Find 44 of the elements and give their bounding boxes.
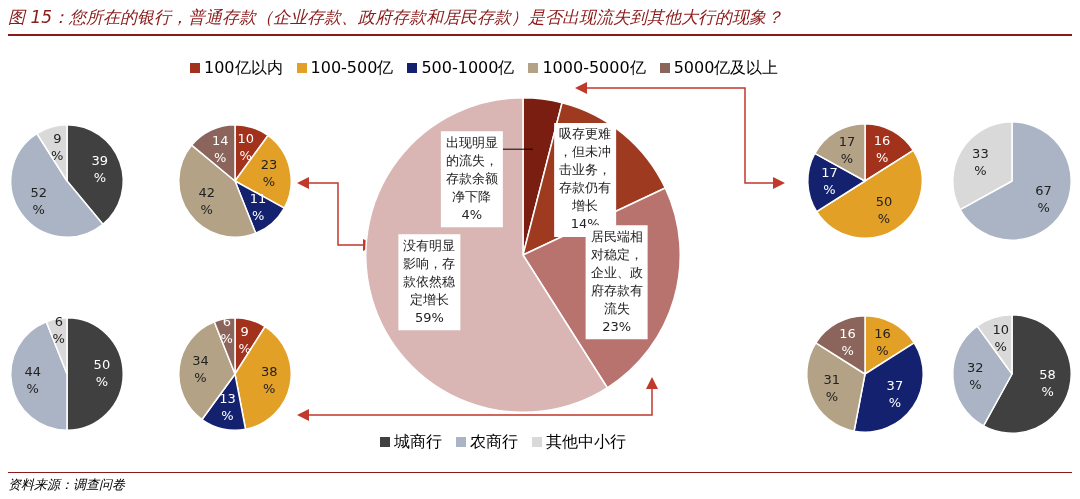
slice-label: 居民端相对稳定，企业、政府存款有流失 <box>590 228 643 316</box>
data-label: 38% <box>260 363 278 396</box>
slice-label: 吸存更难，但未冲击业务，存款仍有增长 <box>559 126 612 214</box>
legend-label: 农商行 <box>469 432 518 453</box>
legend-label: 500-1000亿 <box>420 58 515 79</box>
data-label: 33% <box>972 145 989 178</box>
legend-label: 其他中小行 <box>545 432 626 453</box>
data-label: 14% <box>211 132 229 165</box>
text: 图 15：您所在的银行，普通存款（企业存款、政府存款和居民存款）是否出现流失到其他大行的现象？ <box>8 6 1072 36</box>
legend-label: 城商行 <box>393 432 442 453</box>
slice-label: 出现明显的流失，存款余额净下降 <box>445 134 498 204</box>
data-label: 10% <box>992 322 1009 355</box>
data-label: 59% <box>414 309 444 325</box>
data-label: 23% <box>602 318 632 334</box>
legend-label: 1000-5000亿 <box>541 58 646 79</box>
data-label: 50% <box>875 194 893 227</box>
data-label: 16% <box>874 325 891 358</box>
data-label: 6% <box>52 314 65 347</box>
data-label: 31% <box>823 371 841 404</box>
legend-label: 100亿以内 <box>203 58 283 79</box>
data-label: 11% <box>249 190 267 223</box>
data-label: 37% <box>886 377 904 410</box>
data-label: 32% <box>967 359 984 392</box>
data-label: 67% <box>1035 183 1052 216</box>
data-label: 44% <box>24 363 42 396</box>
data-label: 17% <box>821 165 838 198</box>
data-label: 58% <box>1039 366 1056 399</box>
slice-label: 没有明显影响，存款依然稳定增长 <box>403 237 456 307</box>
data-label: 16% <box>873 133 891 166</box>
data-label: 39% <box>91 152 109 185</box>
data-label: 50% <box>93 357 111 390</box>
data-label: 52% <box>30 184 48 217</box>
data-label: 16% <box>839 325 856 358</box>
legend-label: 5000亿及以上 <box>672 58 779 79</box>
data-label: 4% <box>461 206 483 222</box>
text: 资料来源：调查问卷 <box>8 472 1072 494</box>
data-label: 23% <box>260 156 278 189</box>
data-label: 42% <box>198 184 216 217</box>
data-label: 34% <box>192 353 209 385</box>
data-label: 13% <box>219 391 236 424</box>
data-label: 17% <box>838 133 856 166</box>
legend-label: 100-500亿 <box>309 58 394 79</box>
data-label: 9% <box>51 130 64 163</box>
data-label: 10% <box>237 131 255 164</box>
